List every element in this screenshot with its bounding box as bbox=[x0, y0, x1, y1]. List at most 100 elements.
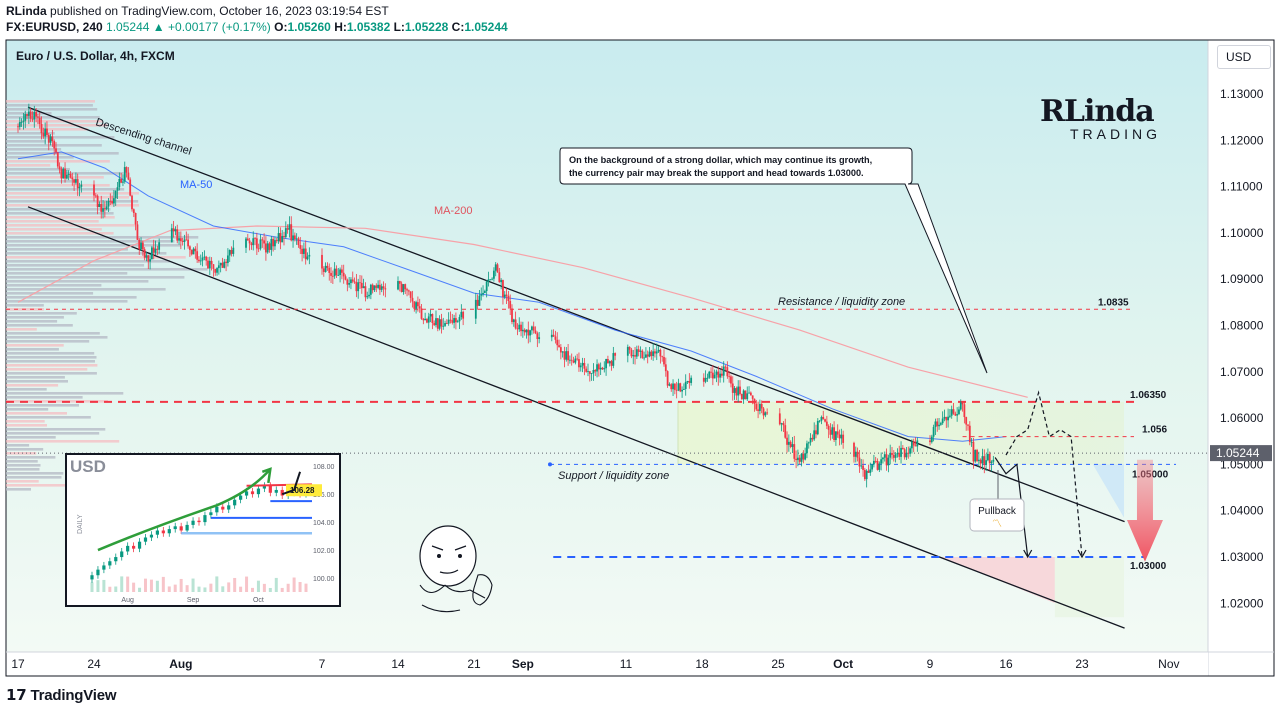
candle-body bbox=[125, 167, 128, 173]
candle-body bbox=[894, 454, 897, 458]
candle-body bbox=[140, 242, 142, 250]
candle-body bbox=[449, 319, 452, 321]
candle-body bbox=[288, 224, 291, 230]
candle-body bbox=[335, 268, 338, 276]
profile-bar bbox=[6, 292, 94, 295]
candle-body bbox=[961, 402, 964, 405]
inset-title: USD bbox=[70, 457, 106, 476]
candle-body bbox=[250, 243, 253, 246]
candle-body bbox=[179, 238, 182, 242]
x-tick-label: 25 bbox=[771, 657, 785, 671]
candle-body bbox=[559, 347, 562, 353]
profile-bar bbox=[6, 328, 37, 331]
x-tick-label: 18 bbox=[695, 657, 709, 671]
candle-body bbox=[113, 198, 115, 204]
candle-body bbox=[189, 246, 191, 250]
candle-body bbox=[31, 118, 34, 120]
inset-candle-body bbox=[90, 575, 94, 580]
candle-body bbox=[330, 272, 332, 276]
inset-volume-bar bbox=[298, 581, 302, 592]
candle-body bbox=[645, 354, 647, 358]
candle-body bbox=[932, 427, 935, 437]
y-tick-label: 1.07000 bbox=[1220, 365, 1264, 379]
y-tick-label: 1.10000 bbox=[1220, 226, 1264, 240]
candle-body bbox=[657, 349, 660, 352]
candle-body bbox=[827, 425, 830, 430]
candle-body bbox=[259, 239, 262, 249]
candle-body bbox=[576, 358, 579, 360]
candle-body bbox=[558, 345, 560, 348]
chart-title: Euro / U.S. Dollar, 4h, FXCM bbox=[16, 49, 175, 63]
support-zone-label: Support / liquidity zone bbox=[558, 470, 669, 482]
ma50-line bbox=[17, 151, 1007, 442]
candle-body bbox=[737, 386, 740, 396]
candle-body bbox=[277, 233, 280, 242]
logo-main: RLinda bbox=[1040, 94, 1155, 129]
candle-body bbox=[35, 111, 37, 117]
candle-body bbox=[634, 355, 636, 357]
candle-body bbox=[601, 367, 604, 370]
candle-body bbox=[342, 272, 345, 277]
profile-bar bbox=[6, 464, 41, 467]
candle-body bbox=[433, 322, 436, 326]
level-label-upper: 1.06350 bbox=[1130, 390, 1167, 401]
candle-body bbox=[246, 238, 249, 241]
candle-body bbox=[214, 268, 217, 273]
inset-volume-bar bbox=[185, 585, 189, 592]
high-label: H: bbox=[334, 20, 347, 34]
inset-candle-body bbox=[185, 524, 189, 531]
candle-body bbox=[109, 200, 112, 202]
candle-body bbox=[599, 367, 602, 370]
candle-body bbox=[94, 195, 97, 197]
inset-candle-body bbox=[233, 499, 237, 506]
candle-body bbox=[704, 378, 707, 382]
inset-x-tick: Oct bbox=[253, 597, 264, 604]
profile-bar bbox=[6, 428, 106, 431]
candle-body bbox=[882, 457, 884, 460]
candle-body bbox=[941, 418, 944, 424]
profile-bar bbox=[6, 228, 102, 231]
candle-body bbox=[225, 261, 227, 263]
candle-body bbox=[764, 412, 767, 416]
candle-body bbox=[804, 453, 807, 460]
candle-body bbox=[740, 394, 743, 400]
candle-body bbox=[38, 117, 41, 124]
big-down-arrow-icon bbox=[1126, 459, 1163, 562]
candle-body bbox=[860, 465, 863, 467]
candle-body bbox=[956, 414, 959, 416]
candle-body bbox=[58, 166, 61, 170]
currency-button[interactable]: USD bbox=[1217, 45, 1271, 69]
candle-body bbox=[274, 240, 276, 247]
inset-ylabel: DAILY bbox=[77, 514, 84, 534]
candle-body bbox=[402, 284, 405, 293]
candle-body bbox=[122, 181, 124, 183]
publish-line: RLinda published on TradingView.com, Oct… bbox=[6, 4, 389, 18]
candle-body bbox=[909, 448, 911, 454]
candle-body bbox=[708, 371, 711, 378]
candle-body bbox=[531, 326, 533, 331]
tradingview-brand[interactable]: 𝟭𝟳 TradingView bbox=[6, 686, 117, 704]
inset-x-tick: Sep bbox=[187, 597, 200, 604]
rlinda-logo: RLinda TRADING bbox=[1040, 94, 1160, 146]
profile-bar bbox=[6, 324, 73, 327]
candle-body bbox=[911, 441, 913, 449]
profile-bar bbox=[6, 100, 95, 103]
inset-volume-bar bbox=[90, 582, 94, 592]
candle-body bbox=[212, 264, 215, 269]
candle-body bbox=[201, 257, 204, 261]
candle-body bbox=[350, 279, 352, 284]
candle-body bbox=[301, 248, 303, 254]
candle-body bbox=[596, 364, 598, 372]
inset-y-tick: 104.00 bbox=[313, 520, 335, 527]
profile-bar bbox=[6, 376, 65, 379]
inset-candle-body bbox=[215, 506, 219, 513]
candle-body bbox=[809, 437, 812, 443]
candle-body bbox=[51, 136, 54, 142]
candle-body bbox=[938, 424, 940, 427]
candle-body bbox=[856, 451, 859, 458]
candle-body bbox=[210, 260, 213, 265]
profile-bar bbox=[6, 468, 40, 471]
author-name[interactable]: RLinda bbox=[6, 4, 47, 18]
candle-body bbox=[505, 294, 508, 296]
short-stop-zone bbox=[1092, 464, 1124, 518]
